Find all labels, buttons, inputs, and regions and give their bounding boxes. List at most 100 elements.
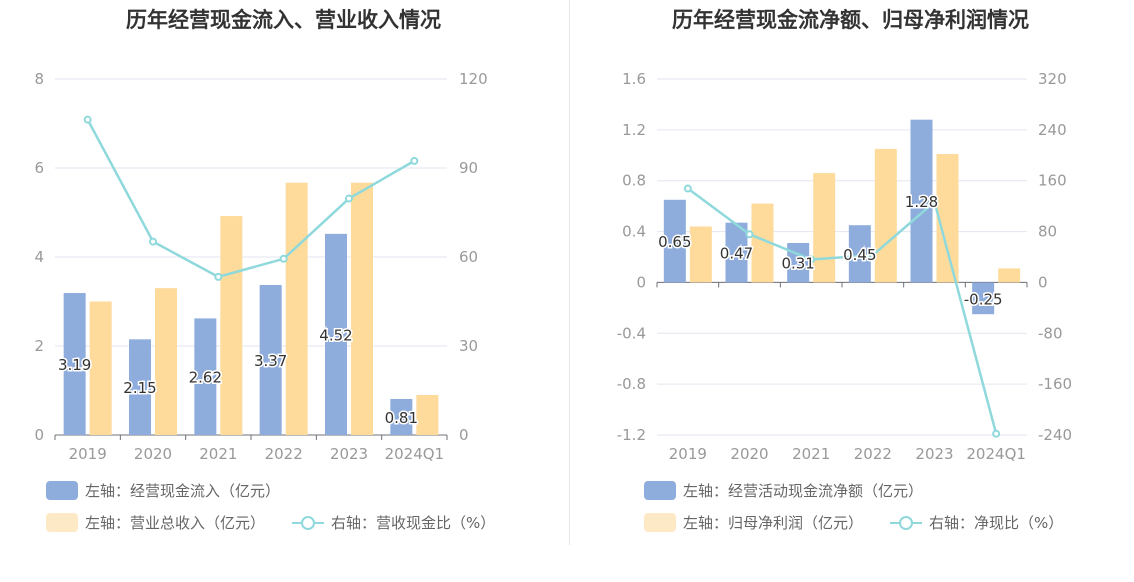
x-tick-label: 2019: [669, 445, 707, 463]
bar-data-label: 0.81: [385, 409, 418, 427]
bar-series-1: [325, 233, 347, 435]
bar-series-2: [813, 173, 836, 283]
y-left-tick-label: 2: [34, 337, 44, 355]
legend-label: 右轴：净现比（%）: [929, 514, 1064, 532]
y-left-tick-label: 8: [34, 70, 44, 88]
line-point: [279, 254, 288, 263]
y-left-tick-label: 0: [34, 426, 44, 444]
legend-swatch-icon: [644, 513, 676, 532]
line-series: [86, 119, 415, 279]
y-right-tick-label: -80: [1038, 324, 1063, 342]
bar-data-label: 3.19: [58, 356, 91, 374]
x-tick-label: 2023: [915, 445, 953, 463]
bar-data-label: 1.28: [905, 193, 938, 211]
y-left-tick-label: -0.8: [617, 375, 646, 393]
bar-series-2: [689, 226, 712, 283]
y-right-tick-label: 80: [1038, 223, 1057, 241]
y-right-tick-label: 0: [459, 426, 469, 444]
legend-label: 左轴：营业总收入（亿元）: [85, 514, 266, 532]
bar-data-label: 0.65: [658, 233, 691, 251]
bar-series-2: [220, 216, 243, 435]
bar-series-1: [194, 318, 217, 435]
chart-svg-right: -1.2 -0.8 -0.4 0 0.4 0.8 1.2 1.6 -240 -160 -80 0 80 1…: [617, 70, 1072, 463]
x-tick-label: 2021: [199, 445, 237, 463]
bar-series-2: [416, 394, 439, 435]
bar-series-2: [998, 268, 1021, 283]
chart-panel-left: 历年经营现金流入、营业收入情况 0 2 4 6 8 0 30 60 90 120 2019 2020 2…: [34, 8, 495, 533]
legend-item-net-cash-ratio[interactable]: 右轴：净现比（%）: [890, 512, 1063, 533]
legend-item-cash-inflow[interactable]: 左轴：经营现金流入（亿元）: [46, 480, 280, 501]
y-right-tick-label: 240: [1038, 121, 1067, 139]
y-left-tick-label: 0.8: [622, 172, 646, 190]
bar-data-label: 3.37: [254, 352, 287, 370]
line-point: [745, 230, 754, 239]
y-left-tick-label: 1.6: [622, 70, 646, 88]
y-left-tick-label: -1.2: [617, 426, 646, 444]
x-tick-label: 2022: [854, 445, 892, 463]
bar-series-1: [910, 119, 933, 283]
x-tick-label: 2023: [330, 445, 368, 463]
y-right-tick-label: 160: [1038, 172, 1067, 190]
bar-series-1: [390, 398, 413, 435]
legend-item-net-profit[interactable]: 左轴：归母净利润（亿元）: [644, 512, 863, 533]
line-point: [992, 429, 1001, 438]
bar-data-label: 2.62: [189, 369, 222, 387]
legend-swatch-icon: [46, 513, 78, 532]
x-tick-label: 2020: [134, 445, 172, 463]
legend-item-revenue[interactable]: 左轴：营业总收入（亿元）: [46, 512, 265, 533]
line-point: [345, 194, 353, 203]
bar-series-2: [89, 301, 112, 435]
bar-series-2: [751, 203, 774, 283]
line-point: [410, 156, 419, 165]
line-point: [214, 272, 223, 281]
bar-series-1: [259, 285, 282, 435]
chart-panel-right: 历年经营现金流净额、归母净利润情况 -1.2 -0.8 -0.4 0 0.4 0.8 1.2…: [567, 0, 1134, 582]
y-right-tick-label: 120: [459, 70, 488, 88]
bar-series-1: [63, 293, 86, 435]
bar-series-2: [351, 182, 373, 435]
bar-series-1: [129, 339, 151, 435]
bar-series-2: [155, 288, 177, 435]
panel-divider: [569, 0, 570, 545]
bar-data-label: 2.15: [123, 379, 156, 397]
line-series: [687, 187, 998, 435]
y-left-tick-label: -0.4: [617, 324, 646, 342]
bar-series-1: [972, 282, 995, 315]
bar-series-1: [725, 222, 748, 283]
legend-line-marker-icon: [890, 513, 922, 532]
y-right-tick-label: -240: [1038, 426, 1072, 444]
x-tick-label: 2024Q1: [385, 445, 445, 463]
line-point: [83, 115, 92, 124]
legend-item-ratio[interactable]: 右轴：营收现金比（%）: [292, 512, 495, 533]
line-point: [807, 255, 816, 264]
y-left-tick-label: 0.4: [622, 223, 646, 241]
y-left-tick-label: 6: [34, 159, 44, 177]
bar-series-2: [285, 182, 308, 435]
x-tick-label: 2024Q1: [966, 445, 1026, 463]
bar-series-2: [874, 148, 897, 283]
y-right-tick-label: 60: [459, 248, 478, 266]
legend-swatch-icon: [46, 481, 78, 500]
bar-series-1: [848, 225, 871, 283]
legend-swatch-icon: [644, 481, 676, 500]
y-left-tick-label: 1.2: [622, 121, 646, 139]
bar-data-label: 0.31: [781, 255, 814, 273]
legend-label: 左轴：经营现金流入（亿元）: [85, 482, 281, 500]
line-point: [868, 251, 877, 260]
x-tick-label: 2019: [69, 445, 107, 463]
legend-line-marker-icon: [292, 513, 324, 532]
y-left-tick-label: 0: [636, 273, 646, 291]
y-right-tick-label: 0: [1038, 273, 1048, 291]
chart-svg-left: 0 2 4 6 8 0 30 60 90 120 2019 2020 2021 2022 2023 2024Q…: [34, 70, 488, 463]
bar-data-label: 0.47: [720, 245, 753, 263]
y-right-tick-label: 30: [459, 337, 478, 355]
line-point: [930, 197, 939, 206]
x-tick-label: 2021: [792, 445, 830, 463]
line-point: [149, 237, 157, 246]
x-tick-label: 2022: [265, 445, 303, 463]
bar-data-label: 4.52: [319, 326, 352, 344]
legend-item-net-cash-flow[interactable]: 左轴：经营活动现金流净额（亿元）: [644, 480, 923, 501]
line-point: [683, 184, 692, 193]
y-right-tick-label: -160: [1038, 375, 1072, 393]
legend-label: 左轴：归母净利润（亿元）: [683, 514, 864, 532]
